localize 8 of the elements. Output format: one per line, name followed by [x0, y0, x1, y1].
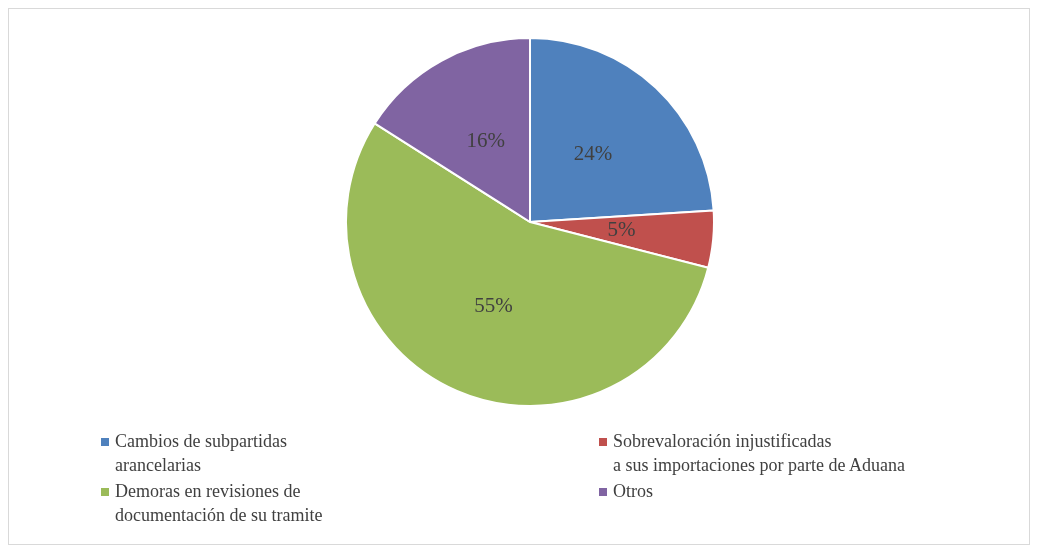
data-label: 5%: [607, 217, 636, 242]
data-label: 55%: [474, 292, 513, 317]
legend-label: Cambios de subpartidas arancelarias: [115, 430, 287, 477]
data-label: 24%: [573, 141, 613, 166]
legend-label: Sobrevaloración injustificadas a sus importaciones por parte de Aduana: [613, 430, 905, 477]
data-label: 16%: [466, 127, 505, 152]
legend-label: Otros: [613, 480, 653, 503]
legend-label: Demoras en revisiones de documentación de su tramite: [115, 480, 323, 527]
